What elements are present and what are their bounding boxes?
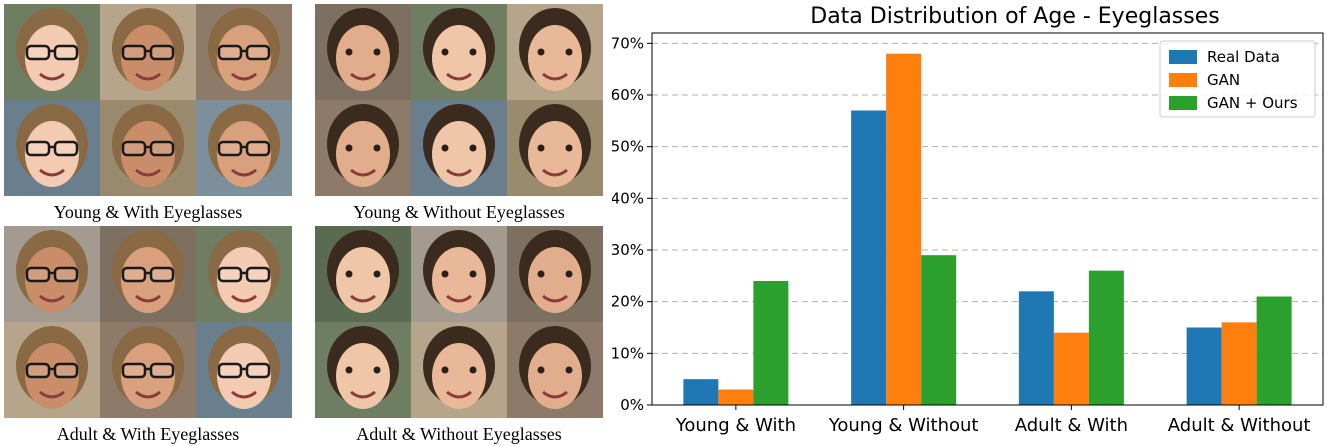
face-photo	[100, 100, 196, 196]
face-grid-young-with	[4, 4, 292, 196]
bar-chart: Data Distribution of Age - Eyeglasses 0%…	[612, 4, 1324, 436]
face-photo	[507, 4, 603, 100]
face-photo	[196, 322, 292, 418]
bar	[1088, 270, 1124, 405]
caption-young-with: Young & With Eyeglasses	[53, 202, 243, 222]
y-tick-label: 30%	[612, 241, 644, 259]
face-photo	[315, 100, 411, 196]
caption-young-without: Young & Without Eyeglasses	[353, 202, 565, 222]
y-tick-label: 50%	[612, 138, 644, 156]
face-photo	[507, 322, 603, 418]
x-tick-label: Young & Without	[828, 415, 979, 436]
y-tick-label: 70%	[612, 34, 644, 52]
face-photo	[4, 100, 100, 196]
legend-label: Real Data	[1207, 48, 1280, 66]
bar	[886, 53, 922, 406]
face-photo	[4, 322, 100, 418]
face-photo	[411, 322, 507, 418]
x-tick-label: Adult & Without	[1168, 415, 1311, 436]
y-tick-label: 40%	[612, 189, 644, 207]
y-tick-label: 0%	[620, 396, 644, 414]
face-photo	[100, 226, 196, 322]
face-photo	[315, 4, 411, 100]
face-grid-young-without	[315, 4, 603, 196]
face-grid-adult-with	[4, 226, 292, 418]
face-grid-adult-without	[315, 226, 603, 418]
bar	[1256, 296, 1292, 405]
face-photo	[196, 4, 292, 100]
face-photo	[4, 226, 100, 322]
caption-adult-without: Adult & Without Eyeglasses	[356, 424, 562, 444]
legend-label: GAN	[1207, 71, 1240, 89]
y-tick-label: 60%	[612, 86, 644, 104]
face-photo	[315, 322, 411, 418]
face-photo	[196, 226, 292, 322]
bar	[1221, 322, 1257, 405]
chart-container: Data Distribution of Age - Eyeglasses 0%…	[612, 0, 1327, 446]
plot-frame	[651, 32, 1324, 406]
x-tick-label: Young & With	[675, 415, 796, 436]
legend-swatch	[1169, 73, 1197, 87]
bar	[851, 110, 887, 405]
face-photo	[411, 4, 507, 100]
face-photo	[507, 226, 603, 322]
y-tick-label: 10%	[612, 344, 644, 362]
caption-adult-with: Adult & With Eyeglasses	[56, 424, 240, 444]
face-photo	[315, 226, 411, 322]
bar	[753, 281, 789, 405]
face-photo	[100, 4, 196, 100]
face-photo	[4, 4, 100, 100]
bar	[921, 255, 957, 405]
bar	[1186, 327, 1222, 405]
chart-title: Data Distribution of Age - Eyeglasses	[810, 4, 1219, 29]
legend-swatch	[1169, 50, 1197, 64]
legend	[1159, 40, 1316, 118]
bar	[718, 389, 754, 405]
face-photo	[411, 100, 507, 196]
face-photo	[507, 100, 603, 196]
bar	[1018, 291, 1054, 405]
y-tick-label: 20%	[612, 293, 644, 311]
bar	[683, 379, 719, 405]
legend-label: GAN + Ours	[1207, 94, 1298, 112]
x-tick-label: Adult & With	[1015, 415, 1128, 436]
face-photo	[196, 100, 292, 196]
legend-swatch	[1169, 96, 1197, 110]
face-photo	[411, 226, 507, 322]
face-photo	[100, 322, 196, 418]
bar	[1053, 332, 1089, 405]
